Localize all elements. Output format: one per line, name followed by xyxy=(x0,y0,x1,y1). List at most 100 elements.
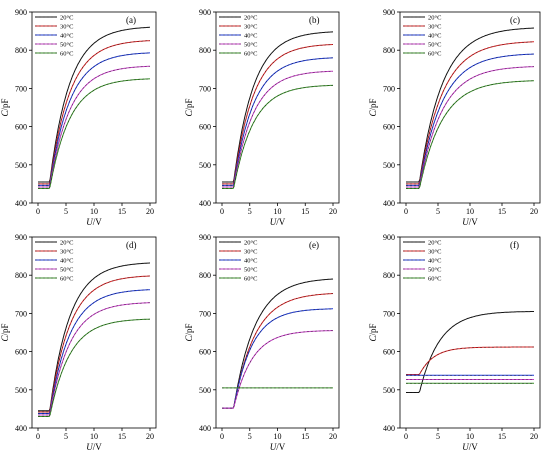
series-fit-line-5 xyxy=(38,318,151,417)
x-tick-label: 20 xyxy=(146,432,154,441)
legend-label: 40°C xyxy=(60,33,73,40)
x-tick-label: 5 xyxy=(436,432,440,441)
y-tick-label: 400 xyxy=(383,199,395,208)
x-tick-label: 0 xyxy=(36,207,40,216)
legend-label: 40°C xyxy=(244,33,257,40)
x-tick-label: 10 xyxy=(466,432,474,441)
legend-label: 40°C xyxy=(428,33,441,40)
x-tick-label: 20 xyxy=(530,207,538,216)
x-tick-label: 5 xyxy=(64,207,68,216)
chart-panel-6: 400 500 600 700 800 900 0 5 10 15 20 U/V C/pF (f) 20°C… xyxy=(368,233,541,452)
x-tick-label: 0 xyxy=(404,432,408,441)
y-tick-label: 500 xyxy=(383,161,395,170)
legend-label: 50°C xyxy=(244,42,257,49)
legend-label: 30°C xyxy=(244,249,257,256)
y-tick-label: 600 xyxy=(199,123,211,132)
y-axis-label: C/pF xyxy=(368,98,378,116)
legend-label: 20°C xyxy=(428,15,441,22)
legend-label: 60°C xyxy=(428,276,441,283)
y-tick-label: 700 xyxy=(383,84,395,93)
x-tick-label: 20 xyxy=(530,432,538,441)
series-line-4 xyxy=(406,66,535,188)
x-tick-label: 10 xyxy=(90,207,98,216)
y-tick-label: 800 xyxy=(383,46,395,55)
y-tick-label: 900 xyxy=(199,8,211,17)
series-fit-line-1 xyxy=(406,27,535,183)
y-tick-label: 900 xyxy=(383,233,395,242)
legend-label: 60°C xyxy=(428,51,441,58)
y-tick-label: 800 xyxy=(15,271,27,280)
y-axis-label: C/pF xyxy=(184,323,194,341)
series-line-2 xyxy=(38,275,150,413)
panel-label: (d) xyxy=(126,240,137,250)
y-tick-label: 600 xyxy=(199,348,211,357)
series-fit-line-2 xyxy=(406,346,534,375)
series-line-4 xyxy=(38,65,151,188)
legend-label: 50°C xyxy=(244,267,257,274)
x-axis-label: U/V xyxy=(86,442,102,452)
x-tick-label: 15 xyxy=(118,432,126,441)
y-tick-label: 800 xyxy=(199,271,211,280)
series-fit-line-3 xyxy=(38,289,151,414)
y-tick-label: 900 xyxy=(15,8,27,17)
y-tick-label: 800 xyxy=(15,46,27,55)
y-tick-label: 900 xyxy=(15,233,27,242)
x-tick-label: 10 xyxy=(274,207,282,216)
series-fit-line-4 xyxy=(406,66,535,188)
y-tick-label: 700 xyxy=(15,84,27,93)
x-tick-label: 5 xyxy=(248,207,252,216)
legend-label: 50°C xyxy=(60,42,73,49)
y-tick-label: 700 xyxy=(199,84,211,93)
legend-label: 30°C xyxy=(428,24,441,31)
x-tick-label: 15 xyxy=(118,207,126,216)
series-fit-line-4 xyxy=(38,65,151,188)
series-fit-line-4 xyxy=(222,70,333,188)
x-tick-label: 5 xyxy=(64,432,68,441)
series-fit-line-3 xyxy=(222,308,333,409)
y-tick-label: 500 xyxy=(199,161,211,170)
x-axis-label: U/V xyxy=(462,217,478,227)
legend-label: 30°C xyxy=(428,249,441,256)
y-tick-label: 400 xyxy=(15,424,27,433)
series-fit-line-2 xyxy=(222,44,333,185)
y-tick-label: 600 xyxy=(15,348,27,357)
series-line-1 xyxy=(406,311,534,393)
x-tick-label: 0 xyxy=(220,207,224,216)
plot-frame xyxy=(215,236,340,429)
legend-label: 40°C xyxy=(428,258,441,265)
series-fit-line-2 xyxy=(406,41,534,185)
series-line-5 xyxy=(38,78,151,189)
chart-panel-4: 400 500 600 700 800 900 0 5 10 15 20 U/V C/pF (d) 20°C… xyxy=(0,233,157,452)
y-tick-label: 600 xyxy=(383,348,395,357)
x-tick-label: 15 xyxy=(301,432,309,441)
y-tick-label: 600 xyxy=(383,123,395,132)
y-tick-label: 700 xyxy=(15,309,27,318)
y-tick-label: 800 xyxy=(383,271,395,280)
series-line-1 xyxy=(222,31,333,183)
panel-label: (b) xyxy=(309,15,320,25)
series-fit-line-3 xyxy=(222,57,334,186)
series-fit-line-1 xyxy=(38,262,150,412)
legend-label: 30°C xyxy=(60,249,73,256)
legend-label: 30°C xyxy=(60,24,73,31)
series-fit-line-5 xyxy=(38,78,151,189)
y-axis-label: C/pF xyxy=(0,98,10,116)
y-tick-label: 500 xyxy=(383,386,395,395)
series-fit-line-4 xyxy=(38,302,150,416)
x-axis-label: U/V xyxy=(270,217,286,227)
legend-label: 20°C xyxy=(60,240,73,247)
legend-label: 20°C xyxy=(244,15,257,22)
series-fit-line-1 xyxy=(38,27,150,183)
series-line-4 xyxy=(222,70,333,188)
y-tick-label: 700 xyxy=(383,309,395,318)
x-tick-label: 5 xyxy=(436,207,440,216)
x-tick-label: 15 xyxy=(498,207,506,216)
series-line-2 xyxy=(406,346,534,375)
x-tick-label: 0 xyxy=(404,207,408,216)
panel-label: (e) xyxy=(309,240,319,250)
series-line-5 xyxy=(222,84,334,189)
legend-label: 40°C xyxy=(60,258,73,265)
x-axis-label: U/V xyxy=(86,217,102,227)
legend-label: 60°C xyxy=(60,51,73,58)
